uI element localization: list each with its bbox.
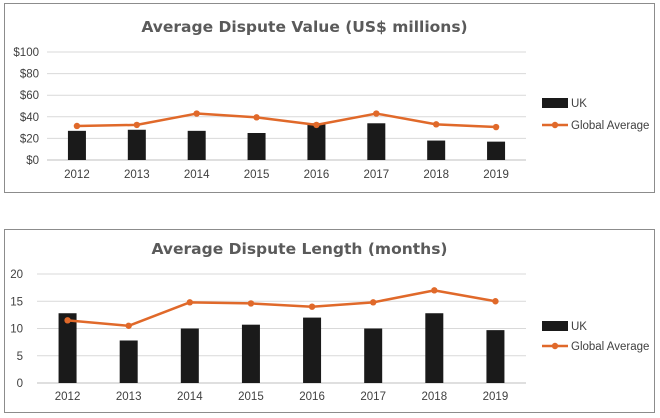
bar-uk-2015 <box>241 324 260 383</box>
x-tick-label: 2013 <box>116 391 142 403</box>
global-average-point-2015 <box>247 300 255 307</box>
bar-uk-2016 <box>307 123 326 160</box>
global-average-point-2014 <box>193 110 200 117</box>
chart-title: Average Dispute Length (months) <box>151 240 447 258</box>
legend-label-uk: UK <box>571 98 587 110</box>
dispute-length-chart: Average Dispute Length (months) 0 5 10 15 20 2… <box>10 240 649 403</box>
bar-uk-2017 <box>364 328 383 383</box>
y-tick-label: $40 <box>20 112 39 124</box>
legend-label-global-average: Global Average <box>571 120 649 132</box>
global-average-point-2013 <box>125 322 132 329</box>
global-average-point-2016 <box>313 121 320 129</box>
chart-title: Average Dispute Value (US$ millions) <box>141 18 467 36</box>
x-tick-label: 2017 <box>364 169 390 181</box>
global-average-line <box>67 289 496 328</box>
x-tick-label: 2015 <box>238 391 264 403</box>
y-tick-label: 5 <box>17 351 23 363</box>
y-tick-label: 10 <box>10 324 23 336</box>
y-tick-label: $20 <box>20 133 39 145</box>
bar-uk-2014 <box>187 130 206 160</box>
global-average-point-2018 <box>432 121 440 128</box>
dispute-value-chart: Average Dispute Value (US$ millions) $0 $2… <box>13 18 649 181</box>
bar-uk-2019 <box>486 330 505 383</box>
bar-uk-2015 <box>247 133 266 160</box>
x-tick-label: 2016 <box>299 391 325 403</box>
x-tick-label: 2019 <box>483 391 509 403</box>
dispute-value-chart-panel: Average Dispute Value (US$ millions) $0 $2… <box>4 3 655 193</box>
y-tick-label: $80 <box>20 69 39 81</box>
x-tick-label: 2018 <box>422 391 448 403</box>
y-tick-label: 0 <box>17 378 23 390</box>
bar-uk-2016 <box>303 317 322 383</box>
bar-uk-2017 <box>367 123 386 160</box>
y-tick-label: $100 <box>13 47 39 59</box>
global-average-point-2017 <box>373 110 380 117</box>
legend-swatch-uk <box>542 321 568 331</box>
bar-uk-2013 <box>127 129 146 160</box>
y-tick-label: $0 <box>26 155 39 167</box>
global-average-point-2013 <box>133 121 141 129</box>
x-tick-label: 2019 <box>483 169 509 181</box>
legend-swatch-global-average-marker <box>551 121 559 129</box>
x-tick-label: 2014 <box>177 391 203 403</box>
bar-uk-2012 <box>67 130 86 160</box>
x-tick-label: 2015 <box>244 169 270 181</box>
bar-uk-2019 <box>487 141 506 160</box>
x-tick-label: 2016 <box>304 169 330 181</box>
legend-label-uk: UK <box>571 321 587 333</box>
global-average-point-2012 <box>64 317 71 324</box>
bar-uk-2012 <box>58 313 77 383</box>
x-tick-label: 2012 <box>55 391 81 403</box>
global-average-point-2019 <box>492 298 499 305</box>
x-tick-label: 2014 <box>184 169 210 181</box>
global-average-point-2015 <box>253 114 260 121</box>
global-average-point-2017 <box>369 299 377 306</box>
x-tick-label: 2012 <box>64 169 90 181</box>
bar-uk-2018 <box>427 140 446 160</box>
legend-swatch-uk <box>542 98 568 108</box>
global-average-point-2019 <box>492 123 500 131</box>
bar-uk-2013 <box>119 340 138 383</box>
global-average-point-2018 <box>431 287 438 294</box>
y-tick-label: 20 <box>10 269 23 281</box>
bar-uk-2018 <box>425 313 444 383</box>
bar-uk-2014 <box>180 328 199 383</box>
global-average-line <box>76 112 497 129</box>
dispute-length-chart-panel: Average Dispute Length (months) 0 5 10 15 20 2… <box>4 229 655 413</box>
legend-label-global-average: Global Average <box>571 341 649 353</box>
x-tick-label: 2018 <box>423 169 449 181</box>
x-tick-label: 2013 <box>124 169 150 181</box>
global-average-point-2016 <box>308 303 316 310</box>
legend-swatch-global-average-marker <box>551 342 559 350</box>
y-tick-label: 15 <box>10 296 23 308</box>
x-tick-label: 2017 <box>360 391 386 403</box>
global-average-point-2014 <box>186 299 194 306</box>
y-tick-label: $60 <box>20 90 39 102</box>
global-average-point-2012 <box>73 122 81 130</box>
